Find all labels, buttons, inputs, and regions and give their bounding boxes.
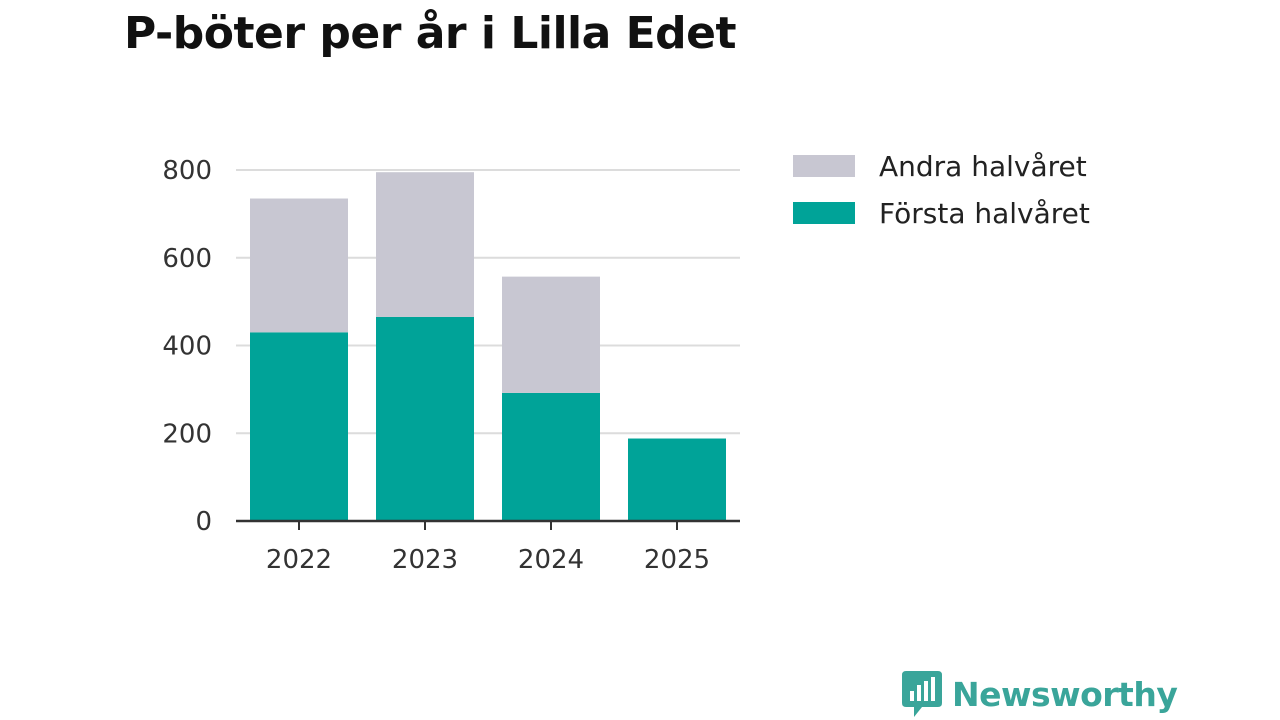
bar-segment bbox=[502, 276, 600, 393]
legend-swatch bbox=[793, 155, 855, 177]
bar-chart-speech-bubble-icon bbox=[902, 671, 942, 717]
y-tick-label: 800 bbox=[162, 156, 212, 186]
legend-swatch bbox=[793, 202, 855, 224]
x-tick-label: 2022 bbox=[266, 545, 332, 575]
y-tick-label: 400 bbox=[162, 332, 212, 362]
brand-name: Newsworthy bbox=[952, 674, 1178, 714]
x-tick-label: 2024 bbox=[518, 545, 584, 575]
legend: Andra halvåret Första halvåret bbox=[793, 150, 1090, 230]
chart-title: P-böter per år i Lilla Edet bbox=[124, 8, 737, 59]
legend-label: Första halvåret bbox=[879, 197, 1090, 230]
x-tick-label: 2025 bbox=[644, 545, 710, 575]
y-tick-label: 200 bbox=[162, 419, 212, 449]
bar-segment bbox=[628, 438, 726, 521]
x-axis: 2022 2023 2024 2025 bbox=[236, 519, 740, 575]
bar-segment bbox=[502, 392, 600, 521]
brand-logo: Newsworthy bbox=[902, 670, 1178, 718]
bar-segment bbox=[250, 332, 348, 521]
bar-segment bbox=[250, 198, 348, 333]
x-tick-label: 2023 bbox=[392, 545, 458, 575]
legend-label: Andra halvåret bbox=[879, 150, 1087, 183]
bar-segment bbox=[376, 172, 474, 317]
y-tick-label: 600 bbox=[162, 244, 212, 274]
y-axis: 0 200 400 600 800 bbox=[162, 156, 212, 537]
bar-segment bbox=[376, 316, 474, 521]
bars bbox=[250, 172, 726, 521]
y-tick-label: 0 bbox=[195, 507, 212, 537]
